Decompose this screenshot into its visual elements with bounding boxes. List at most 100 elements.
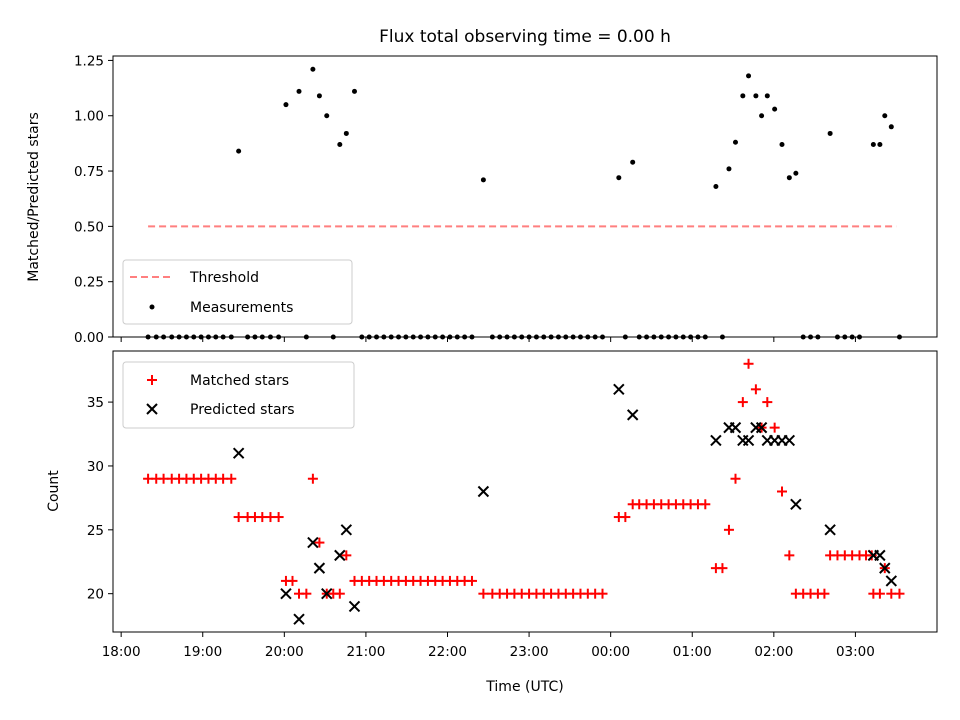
threshold-legend-label: Threshold [189,270,259,286]
measurement-point [418,334,424,340]
measurement-points [145,66,902,340]
top-y-tick-label: 0.75 [74,164,104,180]
measurement-point [548,334,554,340]
x-tick-label: 03:00 [836,644,875,660]
measurement-point [228,334,234,340]
measurement-point [469,334,475,340]
predicted-legend-swatch [146,403,158,415]
measurement-point [205,334,211,340]
measurement-point [834,334,840,340]
measurement-point [183,334,189,340]
predicted-star-point [348,600,361,613]
bottom-legend: Matched stars Predicted stars [122,361,355,429]
matched-star-point [723,524,734,535]
matched-star-point [341,550,352,561]
measurement-point [726,166,732,172]
predicted-star-point [729,421,742,434]
bottom-y-tick-label: 20 [87,587,104,603]
measurement-point [310,66,316,72]
measurement-point [772,106,778,112]
measurement-point [497,334,503,340]
matched-star-point [307,473,318,484]
measurement-point [740,93,746,99]
measurement-point [324,113,330,119]
measurement-point [283,102,289,108]
matched-star-point [717,563,728,574]
measurement-point [374,334,380,340]
measurement-point [145,334,151,340]
measurement-point [877,142,883,148]
measurement-point [713,184,719,190]
measurement-point [577,334,583,340]
top-legend-box [122,259,353,325]
predicted-star-point [790,498,802,510]
predicted-star-point [613,383,625,396]
predicted-star-point [321,587,333,600]
measurement-point [259,334,265,340]
measurement-point [191,334,197,340]
measurement-point [702,334,708,340]
measurement-point [213,334,219,340]
measurement-point [827,130,833,136]
measurement-point [563,334,569,340]
predicted-star-point [280,587,292,600]
measurement-point [644,334,650,340]
measurement-point [842,334,848,340]
matched-star-point [737,397,748,408]
x-tick-label: 19:00 [183,644,222,660]
measurement-point [176,334,182,340]
measurement-point [343,130,349,136]
x-tick-label: 18:00 [102,644,141,660]
predicted-star-point [477,485,490,498]
matched-star-point [894,588,905,599]
measurement-point [746,73,752,79]
measurement-point [616,175,622,181]
predicted-legend-label: Predicted stars [190,402,295,418]
measurement-point [169,334,175,340]
top-y-tick-label: 0.25 [74,275,104,291]
x-axis-label: Time (UTC) [485,679,563,695]
matched-star-point [334,588,345,599]
matched-legend-label: Matched stars [190,373,289,389]
x-tick-label: 00:00 [591,644,630,660]
bottom-y-tick-label: 30 [87,459,104,475]
measurement-point [220,334,226,340]
predicted-star-point [334,549,346,562]
measurement-point [570,334,576,340]
measurement-point [245,334,251,340]
matched-star-point [273,512,284,523]
predicted-star-point [340,524,353,536]
matched-star-point [730,473,741,484]
measurement-point [489,334,495,340]
measurement-point [403,334,409,340]
matched-star-point [776,486,787,497]
measurement-point [252,334,258,340]
measurement-point [303,334,309,340]
matched-star-point [478,588,489,599]
matched-star-point [874,588,885,599]
predicted-star-point [874,549,886,562]
measurement-point [366,334,372,340]
top-y-ticks: 0.00 0.25 0.50 0.75 1.00 1.25 [74,53,113,346]
bottom-y-ticks: 20 25 30 35 [87,395,113,603]
measurement-point [267,334,273,340]
measurement-point [447,334,453,340]
top-y-tick-label: 1.25 [74,53,104,69]
matched-star-point [743,358,754,369]
matched-star-point [233,512,244,523]
x-tick-label: 23:00 [510,644,549,660]
measurement-point [432,334,438,340]
matched-legend-swatch [147,375,157,385]
measurement-point [425,334,431,340]
measurement-point [462,334,468,340]
predicted-star-point [755,421,768,434]
measurement-point [410,334,416,340]
matched-star-point [597,588,608,599]
predicted-star-point [313,562,326,574]
top-y-tick-label: 0.00 [74,330,104,346]
measurement-point [600,334,606,340]
measurement-point [359,334,365,340]
measurement-point [153,334,159,340]
measurement-point [330,334,336,340]
measurement-point [337,142,343,148]
